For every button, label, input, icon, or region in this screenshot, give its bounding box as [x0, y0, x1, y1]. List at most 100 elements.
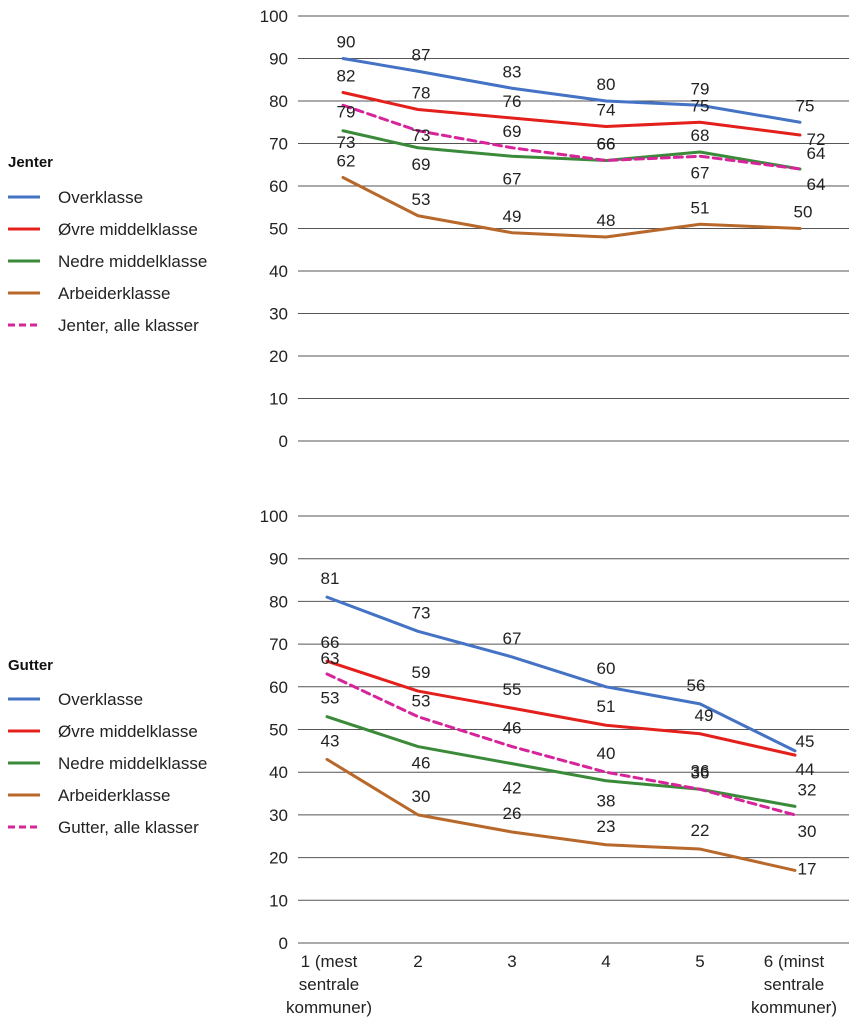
data-label: 22	[691, 821, 710, 840]
y-tick-label: 50	[269, 721, 288, 740]
y-tick-label: 60	[269, 678, 288, 697]
data-label: 50	[794, 203, 813, 222]
series-line	[341, 129, 802, 171]
data-label: 49	[695, 706, 714, 725]
y-tick-label: 40	[269, 262, 288, 281]
data-label: 64	[807, 144, 826, 163]
data-label: 79	[691, 79, 710, 98]
data-label: 23	[597, 817, 616, 836]
y-tick-label: 60	[269, 177, 288, 196]
data-label: 66	[597, 135, 616, 154]
legend-entry: Overklasse	[58, 188, 143, 207]
y-tick-label: 80	[269, 92, 288, 111]
data-label: 83	[503, 62, 522, 81]
series-line	[325, 672, 797, 817]
data-label: 36	[691, 761, 710, 780]
data-label: 66	[321, 633, 340, 652]
data-label: 64	[807, 175, 826, 194]
data-label: 67	[691, 163, 710, 182]
data-label: 17	[798, 859, 817, 878]
legend: Jenter Overklasse Øvre middelklasse Nedre m…	[8, 154, 207, 335]
legend-entry: Arbeiderklasse	[58, 284, 170, 303]
data-label: 30	[798, 822, 817, 841]
legend-entry: Gutter, alle klasser	[58, 818, 199, 837]
y-tick-label: 90	[269, 550, 288, 569]
data-label: 45	[796, 732, 815, 751]
legend-entry: Arbeiderklasse	[58, 786, 170, 805]
x-tick-label: 5	[695, 952, 704, 971]
data-label: 81	[321, 569, 340, 588]
x-tick-label: sentrale	[299, 975, 359, 994]
series-line	[325, 659, 797, 757]
data-label: 59	[412, 663, 431, 682]
data-label: 55	[503, 680, 522, 699]
data-label: 49	[503, 207, 522, 226]
series-line	[341, 57, 802, 124]
data-label: 67	[503, 169, 522, 188]
legend-title: Jenter	[8, 154, 53, 171]
legend-title: Gutter	[8, 657, 53, 674]
data-label: 78	[412, 84, 431, 103]
x-tick-label: kommuner)	[751, 998, 837, 1017]
data-label: 26	[503, 804, 522, 823]
data-label: 44	[796, 760, 815, 779]
data-label: 51	[691, 198, 710, 217]
series-line	[341, 103, 802, 171]
data-label: 73	[412, 603, 431, 622]
data-label: 75	[691, 96, 710, 115]
legend-entry: Overklasse	[58, 690, 143, 709]
y-tick-label: 20	[269, 849, 288, 868]
x-tick-label: 6 (minst	[764, 952, 825, 971]
y-tick-label: 80	[269, 592, 288, 611]
y-tick-label: 30	[269, 806, 288, 825]
x-tick-label: 3	[507, 952, 516, 971]
data-label: 46	[412, 754, 431, 773]
data-label: 53	[321, 689, 340, 708]
y-tick-label: 100	[260, 7, 288, 26]
y-tick-label: 70	[269, 635, 288, 654]
series-line	[325, 715, 797, 808]
data-label: 69	[503, 122, 522, 141]
data-label: 67	[503, 629, 522, 648]
data-label: 73	[412, 126, 431, 145]
legend-entry: Øvre middelklasse	[58, 220, 198, 239]
data-label: 87	[412, 45, 431, 64]
series-line	[325, 595, 797, 753]
y-tick-label: 90	[269, 50, 288, 69]
data-label: 42	[503, 779, 522, 798]
data-label: 43	[321, 731, 340, 750]
data-label: 68	[691, 126, 710, 145]
data-label: 73	[337, 133, 356, 152]
legend-entry: Nedre middelklasse	[58, 754, 207, 773]
legend-entry: Øvre middelklasse	[58, 722, 198, 741]
data-label: 40	[597, 744, 616, 763]
x-tick-label: 2	[413, 952, 422, 971]
x-tick-label: 4	[601, 952, 610, 971]
y-tick-label: 0	[279, 934, 288, 953]
data-label: 30	[412, 787, 431, 806]
data-label: 69	[412, 155, 431, 174]
data-label: 82	[337, 67, 356, 86]
y-tick-label: 50	[269, 220, 288, 239]
data-label: 46	[503, 719, 522, 738]
series-line	[341, 91, 802, 137]
data-label: 80	[597, 75, 616, 94]
y-tick-label: 100	[260, 507, 288, 526]
data-label: 60	[597, 659, 616, 678]
x-tick-label: kommuner)	[286, 998, 372, 1017]
y-tick-label: 20	[269, 347, 288, 366]
data-label: 75	[796, 96, 815, 115]
data-label: 74	[597, 101, 616, 120]
data-label: 76	[503, 92, 522, 111]
data-label: 90	[337, 33, 356, 52]
y-tick-label: 40	[269, 763, 288, 782]
chart-panel-2: 0102030405060708090100817367605645665955…	[8, 507, 849, 1017]
series-line	[325, 757, 797, 872]
series-line	[341, 176, 802, 239]
data-label: 53	[412, 692, 431, 711]
data-label: 62	[337, 152, 356, 171]
data-label: 56	[687, 676, 706, 695]
data-label: 66	[597, 135, 616, 154]
